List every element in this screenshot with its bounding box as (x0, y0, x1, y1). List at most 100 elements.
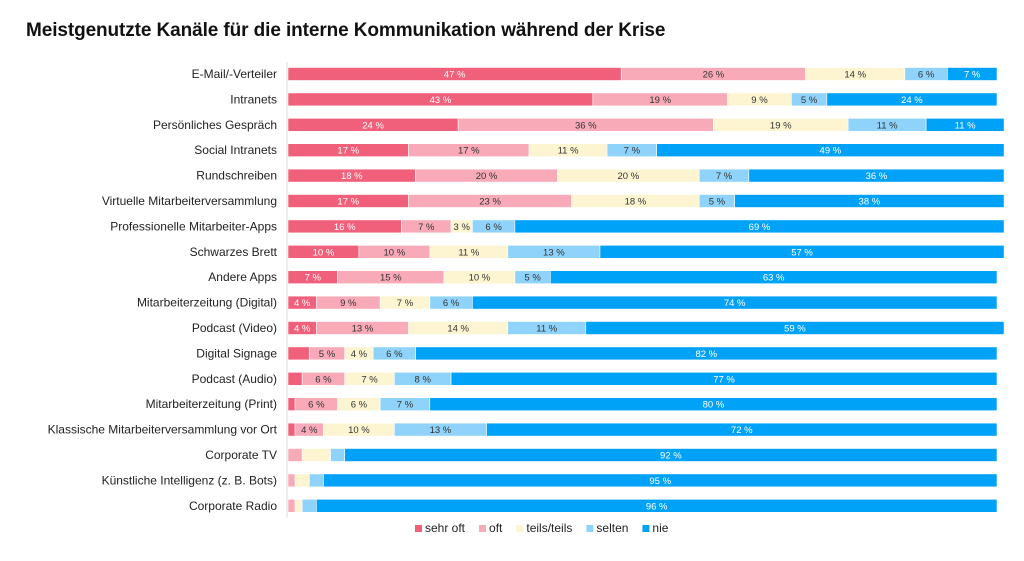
bar-segment-oft (287, 473, 296, 488)
data-label: 11 % (955, 120, 977, 131)
bar-segment-nie (486, 422, 998, 437)
data-label: 4 % (294, 298, 311, 309)
data-label: 20 % (476, 171, 498, 182)
data-label: 5 % (709, 197, 726, 208)
data-label: 8 % (415, 374, 432, 385)
category-label: E-Mail/-Verteiler (192, 67, 277, 81)
category-label: Mitarbeiterzeitung (Print) (146, 397, 277, 411)
data-label: 11 % (458, 247, 480, 258)
bar-segment-nie (734, 194, 1005, 208)
category-label: Professionelle Mitarbeiter-Apps (110, 219, 277, 233)
bar-segment-sehr-oft (287, 422, 296, 437)
bar-segment-nie (748, 168, 1005, 183)
data-label: 57 % (791, 247, 813, 258)
data-label: 9 % (340, 298, 357, 309)
data-label: 6 % (485, 222, 502, 233)
legend-label: sehr oft (425, 521, 466, 535)
bar-segment-sehr-oft (287, 397, 296, 412)
bar-segment-sehr-oft (287, 346, 310, 361)
bar-segment-teils-teils (294, 498, 303, 513)
data-label: 96 % (646, 501, 668, 512)
data-label: 47 % (444, 70, 466, 81)
bar-segment-nie (550, 270, 998, 285)
bar-segment-nie (429, 397, 998, 412)
data-label: 18 % (341, 171, 363, 182)
data-label: 92 % (660, 451, 682, 462)
data-label: 7 % (397, 400, 414, 411)
data-label: 5 % (524, 273, 541, 284)
data-label: 72 % (731, 425, 753, 436)
bar-segment-nie (826, 92, 998, 107)
legend-label: teils/teils (526, 521, 572, 535)
legend-swatch (586, 525, 594, 532)
data-label: 11 % (536, 324, 558, 335)
data-label: 43 % (430, 95, 452, 106)
category-label: Podcast (Video) (192, 321, 277, 335)
bar-segment-nie (316, 498, 998, 513)
bar-segment-nie (599, 245, 1005, 259)
data-label: 95 % (649, 476, 671, 487)
data-label: 24 % (362, 120, 384, 131)
category-label: Corporate TV (205, 448, 277, 462)
category-label: Rundschreiben (196, 169, 277, 183)
data-label: 82 % (695, 349, 717, 360)
data-label: 17 % (337, 146, 359, 157)
data-label: 36 % (866, 171, 888, 182)
category-label: Corporate Radio (189, 499, 277, 513)
bar-segment-oft (287, 498, 296, 513)
bar-segment-nie (344, 448, 998, 462)
data-label: 19 % (649, 95, 671, 106)
legend-swatch (516, 525, 524, 532)
data-label: 63 % (763, 273, 785, 284)
data-label: 49 % (820, 146, 842, 157)
data-label: 19 % (770, 120, 792, 131)
data-label: 18 % (625, 197, 647, 208)
category-label: Künstliche Intelligenz (z. B. Bots) (102, 473, 277, 487)
data-label: 4 % (301, 425, 318, 436)
data-label: 13 % (430, 425, 452, 436)
data-label: 7 % (418, 222, 435, 233)
data-label: 9 % (751, 95, 768, 106)
category-label: Mitarbeiterzeitung (Digital) (137, 296, 277, 310)
data-label: 7 % (305, 273, 322, 284)
data-label: 5 % (801, 95, 818, 106)
data-label: 16 % (334, 222, 356, 233)
data-label: 6 % (315, 374, 332, 385)
legend-swatch (415, 525, 422, 532)
legend-label: nie (652, 521, 668, 535)
data-label: 6 % (918, 70, 935, 81)
bar-segment-sehr-oft (287, 371, 303, 386)
category-label: Persönliches Gespräch (153, 118, 277, 132)
data-label: 14 % (844, 70, 866, 81)
category-label: Schwarzes Brett (190, 245, 278, 259)
data-label: 17 % (458, 146, 480, 157)
data-label: 6 % (308, 400, 325, 411)
bar-segment-nie (415, 346, 998, 361)
data-label: 14 % (447, 324, 469, 335)
legend-swatch (479, 525, 487, 532)
data-label: 15 % (380, 273, 402, 284)
bar-segment-nie (925, 118, 1005, 132)
data-label: 6 % (351, 400, 368, 411)
category-label: Digital Signage (196, 346, 277, 360)
data-label: 3 % (454, 222, 471, 233)
bar-segment-nie (323, 473, 998, 488)
data-label: 5 % (319, 349, 336, 360)
category-label: Podcast (Audio) (192, 372, 277, 386)
category-label: Social Intranets (194, 143, 277, 157)
data-label: 10 % (384, 247, 406, 258)
data-label: 80 % (703, 400, 725, 411)
data-label: 17 % (337, 197, 359, 208)
data-label: 7 % (716, 171, 733, 182)
legend-swatch (642, 525, 650, 532)
data-label: 6 % (386, 349, 403, 360)
bar-segment-nie (472, 295, 998, 310)
data-label: 38 % (859, 197, 881, 208)
bar-segment-nie (947, 67, 998, 81)
data-label: 4 % (294, 324, 311, 335)
chart-title: Meistgenutzte Kanäle für die interne Kom… (26, 20, 666, 41)
data-label: 23 % (479, 197, 501, 208)
category-label: Intranets (230, 92, 277, 106)
data-label: 36 % (575, 120, 597, 131)
